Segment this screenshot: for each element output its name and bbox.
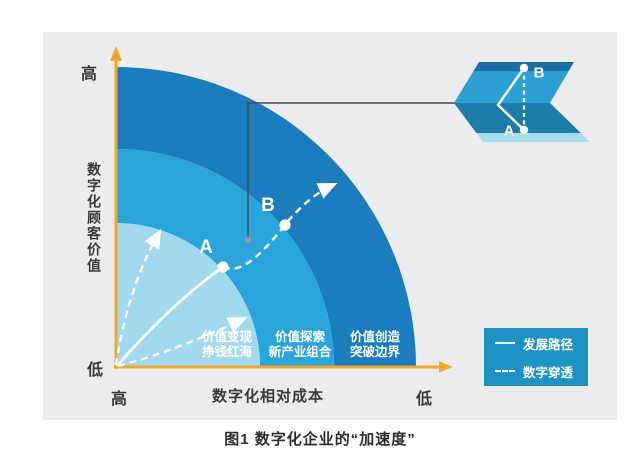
dashed-line-swatch [495,370,515,372]
y-axis-arrowhead [110,46,122,61]
x-axis-high-label: 高 [111,391,128,408]
x-axis-arrowhead [439,361,453,373]
band1-line1: 价值变现 [201,330,252,344]
legend-label-development-path: 发展路径 [523,337,574,352]
band2-line1: 价值探索 [274,330,325,344]
band3-line2: 突破边界 [349,345,400,359]
inset-development-path [496,67,525,131]
inset-point-b-dot [519,63,529,73]
diagram-panel: 高 数字化顾客价值 低 高 数字化相对成本 低 价值变现 挣钱红海 价值探索 新… [43,32,617,420]
y-axis-low-label: 低 [87,362,104,379]
point-a-dot [217,261,229,273]
penetration-curve-a-to-b [222,183,338,270]
point-b-dot [279,219,291,231]
inset-point-a-label: A [503,122,515,140]
quadrant-chart-svg [110,46,590,373]
y-axis-high-label: 高 [81,66,98,83]
band-label-value-exploration: 价值探索 新产业组合 [258,330,342,360]
band-label-value-creation: 价值创造 突破边界 [333,330,417,360]
legend-item-development-path: 发展路径 [495,334,588,353]
point-b-label: B [261,195,275,216]
ribbon-stripe-light [454,133,590,142]
figure-caption: 图1 数字化企业的“加速度” [224,431,416,448]
point-a-label: A [199,237,213,258]
x-axis-title: 数字化相对成本 [211,388,324,405]
band3-line1: 价值创造 [349,330,400,344]
ribbon-inset [454,62,590,142]
legend-label-digital-penetration: 数字穿透 [523,365,574,380]
legend-item-digital-penetration: 数字穿透 [495,362,588,381]
digital-penetration-curve-shallow [117,316,248,368]
band1-line2: 挣钱红海 [201,345,252,359]
inset-point-a-dot [519,125,529,135]
band2-line2: 新产业组合 [268,345,332,359]
inset-point-b-label: B [533,64,545,82]
x-axis-low-label: 低 [416,391,433,408]
solid-line-swatch [495,342,515,344]
band-label-value-realization: 价值变现 挣钱红海 [185,330,269,360]
legend: 发展路径 数字穿透 [484,328,588,386]
band-middle [116,149,334,367]
y-axis-title: 数字化顾客价值 [86,162,102,274]
connector-anchor-dot [244,236,252,244]
band-outer [116,67,416,367]
development-path-curve [116,265,224,367]
inset-connector-line [247,102,455,240]
digital-penetration-curve-steep [114,228,162,366]
